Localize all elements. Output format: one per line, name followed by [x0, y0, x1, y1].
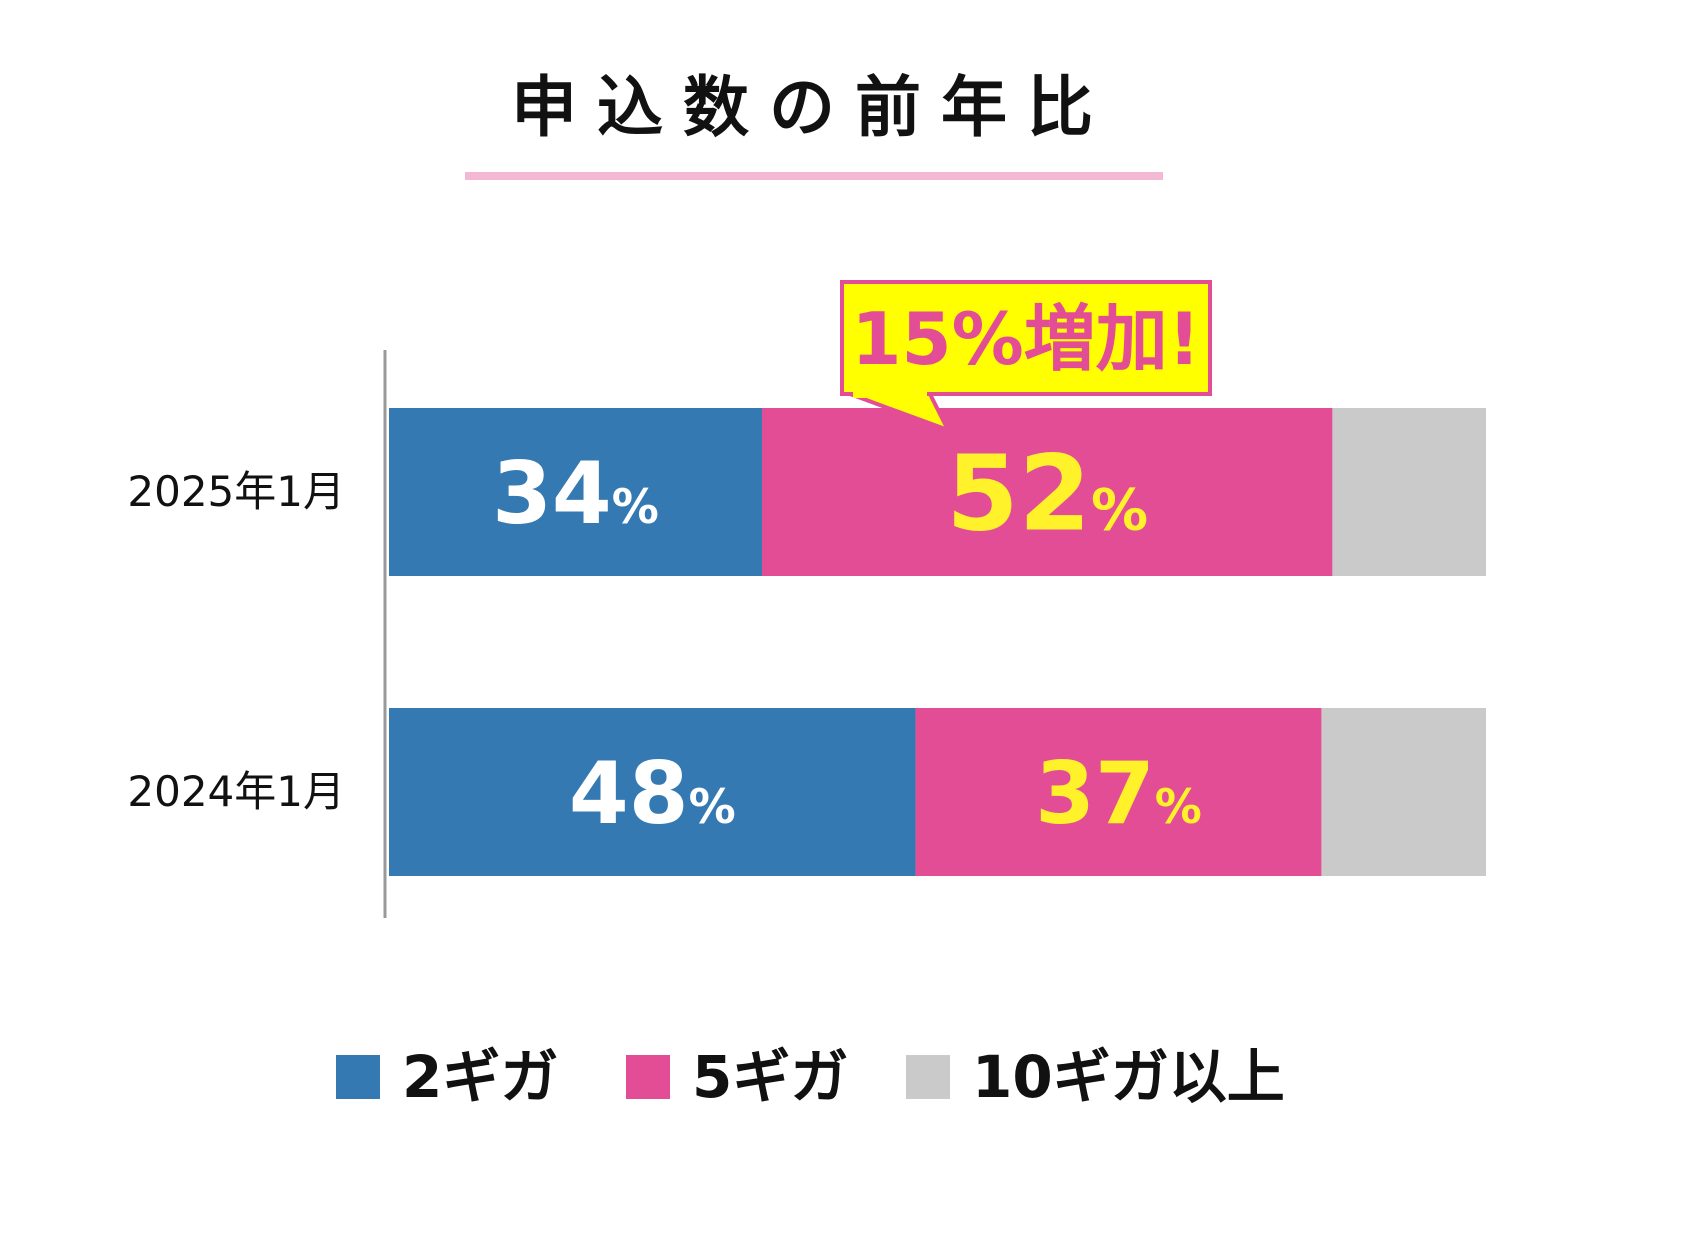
data-label: 37% [1035, 744, 1202, 844]
bar-segment [915, 708, 1322, 876]
bar-segment [1332, 408, 1486, 576]
bar-segment [389, 708, 916, 876]
bar-segment [389, 408, 762, 576]
bar-segment [1321, 708, 1486, 876]
callout-seam [853, 390, 927, 398]
legend-label: 5ギガ [692, 1043, 848, 1111]
legend-label: 2ギガ [402, 1043, 558, 1111]
callout-text: 15%増加! [851, 297, 1200, 381]
bar-segment [761, 408, 1333, 576]
data-label: 34% [492, 444, 659, 544]
legend-label: 10ギガ以上 [972, 1043, 1285, 1111]
callout-box [840, 280, 1212, 396]
data-label: 52% [946, 432, 1148, 554]
category-label: 2025年1月 [127, 467, 345, 516]
legend-swatch [626, 1055, 670, 1099]
legend-swatch [336, 1055, 380, 1099]
category-label: 2024年1月 [127, 767, 345, 816]
legend-swatch [906, 1055, 950, 1099]
title-underline [465, 172, 1163, 180]
chart-title: 申込数の前年比 [511, 69, 1113, 146]
data-label: 48% [569, 744, 736, 844]
